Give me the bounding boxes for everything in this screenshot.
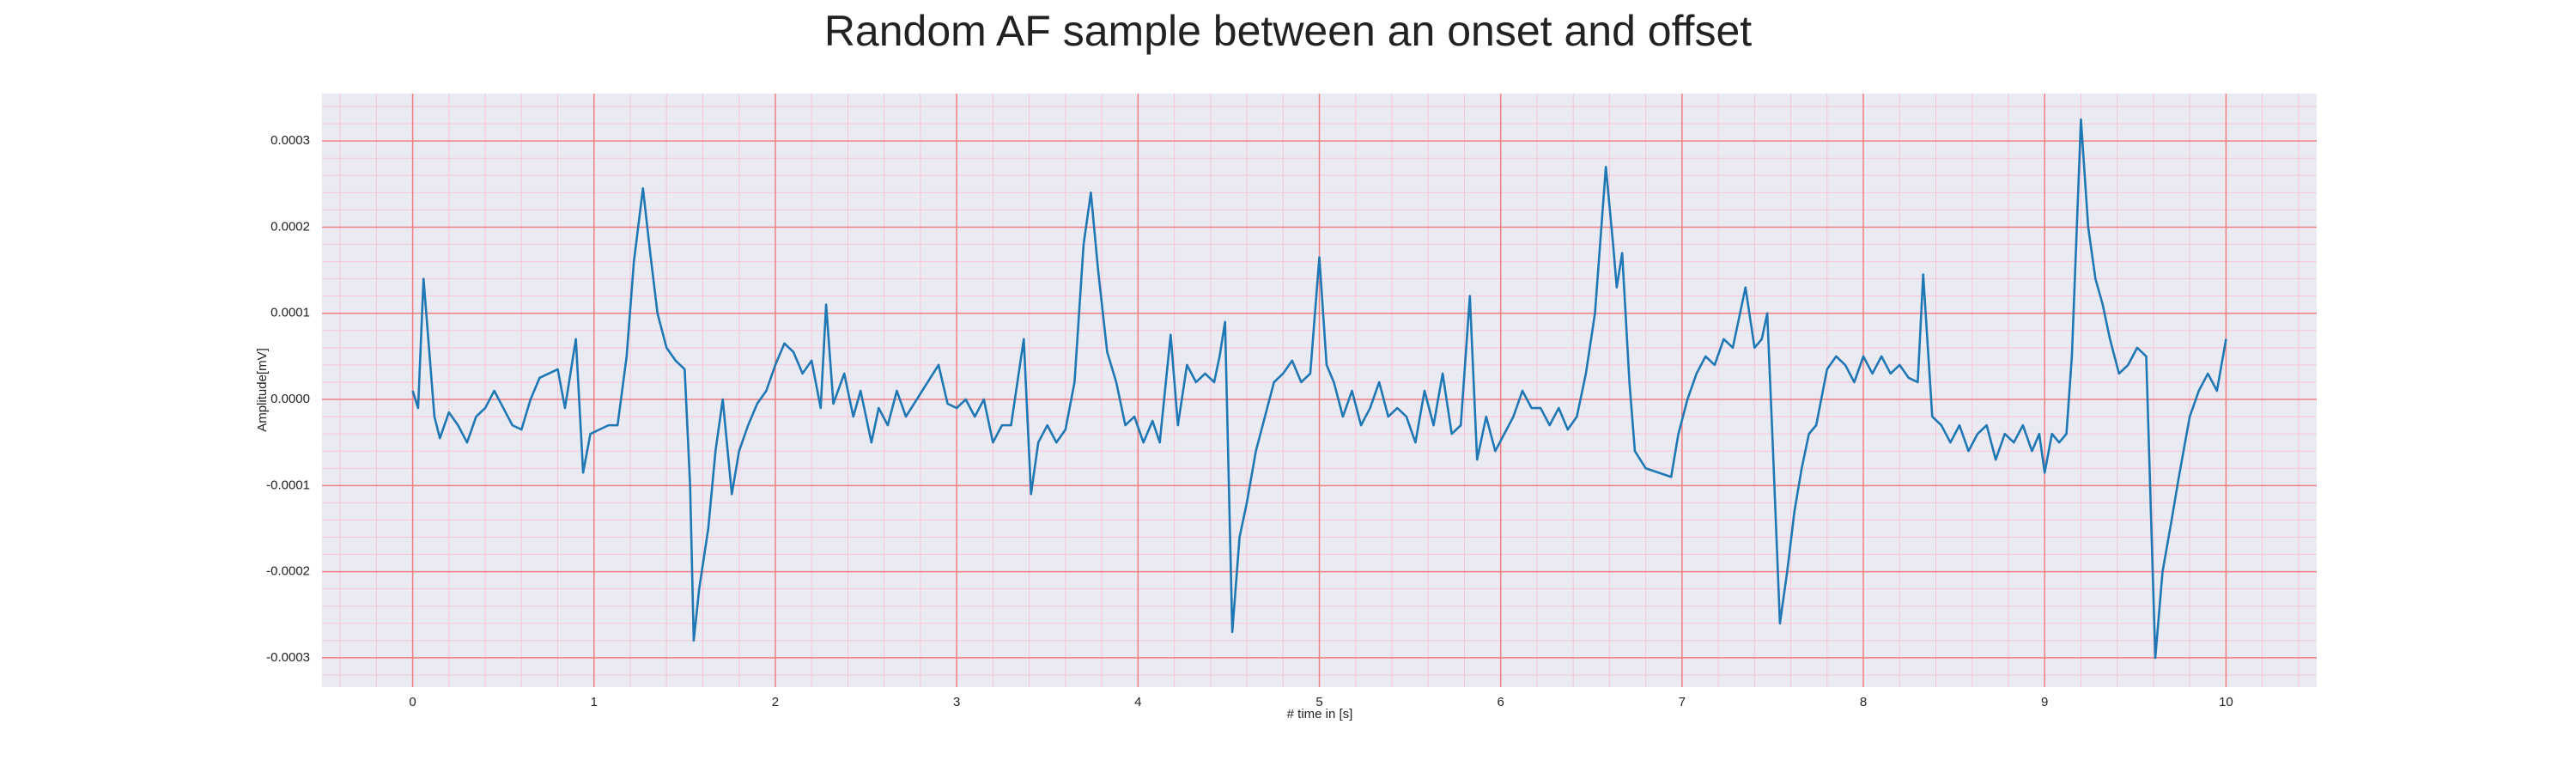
x-axis-label: # time in [s] — [1287, 707, 1353, 721]
x-tick-label: 9 — [2041, 695, 2048, 709]
x-tick-label: 4 — [1134, 695, 1141, 709]
y-tick-label: -0.0003 — [266, 650, 310, 665]
y-tick-label: -0.0001 — [266, 478, 310, 492]
chart-title: Random AF sample between an onset and of… — [824, 7, 1752, 55]
y-tick-label: -0.0002 — [266, 564, 310, 579]
x-tick-label: 10 — [2219, 695, 2233, 709]
y-tick-label: 0.0000 — [270, 392, 310, 406]
x-tick-label: 3 — [953, 695, 960, 709]
signal-line — [411, 118, 2227, 660]
y-tick-label: 0.0001 — [270, 306, 310, 320]
x-tick-label: 2 — [772, 695, 779, 709]
x-tick-label: 5 — [1315, 695, 1322, 709]
x-tick-label: 0 — [409, 695, 416, 709]
x-tick-label: 8 — [1860, 695, 1867, 709]
x-tick-label: 1 — [591, 695, 598, 709]
y-tick-label: 0.0002 — [270, 219, 310, 234]
y-tick-label: 0.0003 — [270, 133, 310, 148]
x-tick-label: 7 — [1679, 695, 1686, 709]
y-axis-label: Amplitude[mV] — [255, 348, 270, 432]
x-tick-label: 6 — [1498, 695, 1504, 709]
